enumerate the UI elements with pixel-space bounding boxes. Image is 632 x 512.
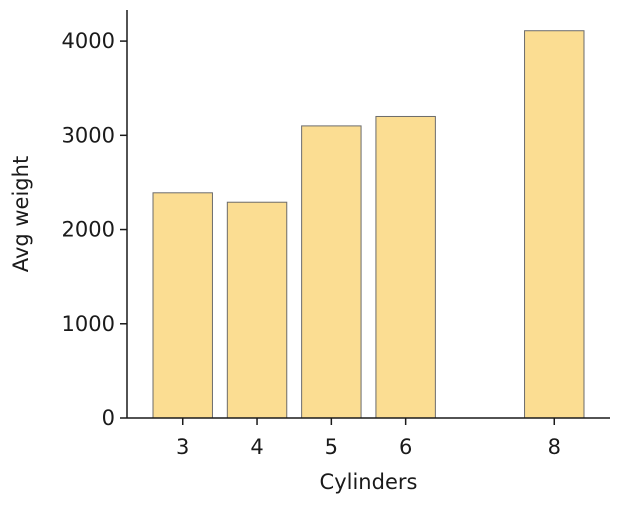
- x-tick-label: 5: [325, 435, 338, 459]
- bar-5: [301, 125, 362, 419]
- y-ticks-group: 0 1000 2000 3000 4000: [62, 29, 127, 430]
- y-tick-label: 3000: [62, 123, 115, 147]
- y-axis-label: Avg weight: [9, 156, 33, 272]
- bar-6: [375, 115, 436, 419]
- x-tick-label: 6: [399, 435, 412, 459]
- y-tick-label: 4000: [62, 29, 115, 53]
- x-ticks-group: 3 4 5 6 8: [176, 418, 561, 459]
- y-tick-label: 2000: [62, 218, 115, 242]
- bar-4: [226, 201, 288, 419]
- y-tick-label: 0: [102, 406, 115, 430]
- y-tick-label: 1000: [62, 312, 115, 336]
- bars-group: [152, 30, 585, 419]
- bar-8: [524, 30, 585, 419]
- bar-3: [152, 192, 213, 419]
- x-tick-label: 4: [250, 435, 263, 459]
- x-tick-label: 8: [548, 435, 561, 459]
- x-tick-label: 3: [176, 435, 189, 459]
- x-axis-label: Cylinders: [320, 470, 418, 494]
